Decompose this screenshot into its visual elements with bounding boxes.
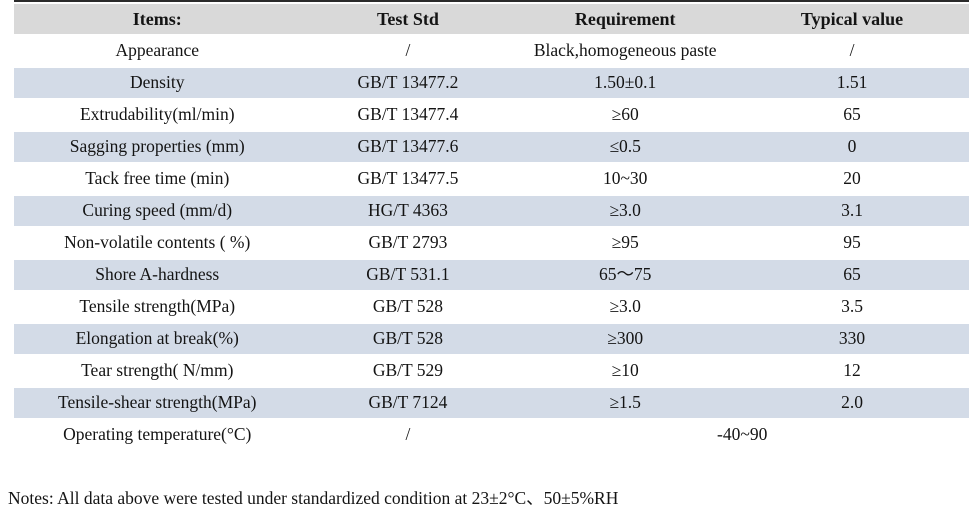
- cell-requirement-typical-merged: -40~90: [717, 424, 768, 445]
- cell-item: Tensile strength(MPa): [79, 296, 236, 317]
- cell-requirement: Black,homogeneous paste: [533, 40, 717, 61]
- cell-requirement: ≥95: [611, 232, 639, 253]
- table-row: Extrudability(ml/min) GB/T 13477.4 ≥60 6…: [14, 100, 969, 130]
- cell-item: Curing speed (mm/d): [14, 196, 301, 226]
- cell-requirement: ≥60: [611, 104, 639, 125]
- column-header-items: Items:: [14, 4, 301, 34]
- column-header-typical-value: Typical value: [735, 4, 969, 34]
- table-row: Operating temperature(°C) / -40~90: [14, 420, 969, 450]
- cell-test-std: GB/T 531.1: [300, 260, 516, 290]
- table-row: Tear strength( N/mm) GB/T 529 ≥10 12: [14, 356, 969, 386]
- cell-typical-value: 0: [735, 132, 969, 162]
- notes-text: Notes: All data above were tested under …: [8, 488, 619, 508]
- cell-item: Tear strength( N/mm): [81, 360, 234, 381]
- table-row: Shore A-hardness GB/T 531.1 65～75 65: [14, 260, 969, 290]
- table-row: Curing speed (mm/d) HG/T 4363 ≥3.0 3.1: [14, 196, 969, 226]
- cell-requirement: ≥3.0: [609, 296, 641, 317]
- cell-requirement: ≤0.5: [515, 132, 736, 162]
- table-row: Density GB/T 13477.2 1.50±0.1 1.51: [14, 68, 969, 98]
- cell-item: Tensile-shear strength(MPa): [14, 388, 301, 418]
- cell-requirement: 65～75: [515, 260, 736, 290]
- table-row: Tack free time (min) GB/T 13477.5 10~30 …: [14, 164, 969, 194]
- cell-item: Tack free time (min): [85, 168, 230, 189]
- cell-requirement: ≥300: [515, 324, 736, 354]
- cell-item: Appearance: [115, 40, 200, 61]
- cell-typical-value: 95: [843, 232, 861, 253]
- cell-test-std: HG/T 4363: [300, 196, 516, 226]
- cell-requirement: 1.50±0.1: [515, 68, 736, 98]
- cell-test-std: GB/T 13477.5: [357, 168, 459, 189]
- cell-typical-value: 3.1: [735, 196, 969, 226]
- table-header-row: Items: Test Std Requirement Typical valu…: [14, 4, 969, 34]
- cell-typical-value: 65: [843, 104, 861, 125]
- cell-typical-value: 20: [843, 168, 861, 189]
- table-row: Elongation at break(%) GB/T 528 ≥300 330: [14, 324, 969, 354]
- cell-item: Extrudability(ml/min): [79, 104, 235, 125]
- cell-item: Shore A-hardness: [14, 260, 301, 290]
- cell-item: Non-volatile contents ( %): [64, 232, 251, 253]
- table-row: Tensile-shear strength(MPa) GB/T 7124 ≥1…: [14, 388, 969, 418]
- cell-test-std: GB/T 7124: [300, 388, 516, 418]
- cell-typical-value: /: [849, 40, 855, 61]
- column-header-test-std: Test Std: [300, 4, 516, 34]
- table-row: Tensile strength(MPa) GB/T 528 ≥3.0 3.5: [14, 292, 969, 322]
- cell-typical-value: 330: [735, 324, 969, 354]
- spec-table-container: Items: Test Std Requirement Typical valu…: [14, 0, 969, 452]
- spec-table: Items: Test Std Requirement Typical valu…: [14, 0, 969, 452]
- table-row: Non-volatile contents ( %) GB/T 2793 ≥95…: [14, 228, 969, 258]
- cell-requirement: ≥3.0: [515, 196, 736, 226]
- cell-typical-value: 12: [843, 360, 861, 381]
- cell-test-std: GB/T 528: [300, 324, 516, 354]
- cell-typical-value: 3.5: [841, 296, 863, 317]
- cell-requirement: ≥1.5: [515, 388, 736, 418]
- cell-test-std: GB/T 2793: [368, 232, 448, 253]
- cell-test-std: GB/T 529: [372, 360, 444, 381]
- cell-requirement: ≥10: [611, 360, 639, 381]
- cell-requirement: 10~30: [602, 168, 648, 189]
- column-header-requirement: Requirement: [515, 4, 736, 34]
- cell-test-std: GB/T 528: [372, 296, 444, 317]
- cell-item: Elongation at break(%): [14, 324, 301, 354]
- cell-test-std: /: [405, 40, 411, 61]
- cell-item: Sagging properties (mm): [14, 132, 301, 162]
- cell-test-std: /: [405, 424, 411, 445]
- table-row: Appearance / Black,homogeneous paste /: [14, 36, 969, 66]
- cell-typical-value: 2.0: [735, 388, 969, 418]
- cell-typical-value: 65: [735, 260, 969, 290]
- cell-typical-value: 1.51: [735, 68, 969, 98]
- cell-test-std: GB/T 13477.6: [300, 132, 516, 162]
- cell-test-std: GB/T 13477.2: [300, 68, 516, 98]
- cell-test-std: GB/T 13477.4: [357, 104, 459, 125]
- cell-item: Operating temperature(°C): [63, 424, 252, 445]
- table-row: Sagging properties (mm) GB/T 13477.6 ≤0.…: [14, 132, 969, 162]
- cell-item: Density: [14, 68, 301, 98]
